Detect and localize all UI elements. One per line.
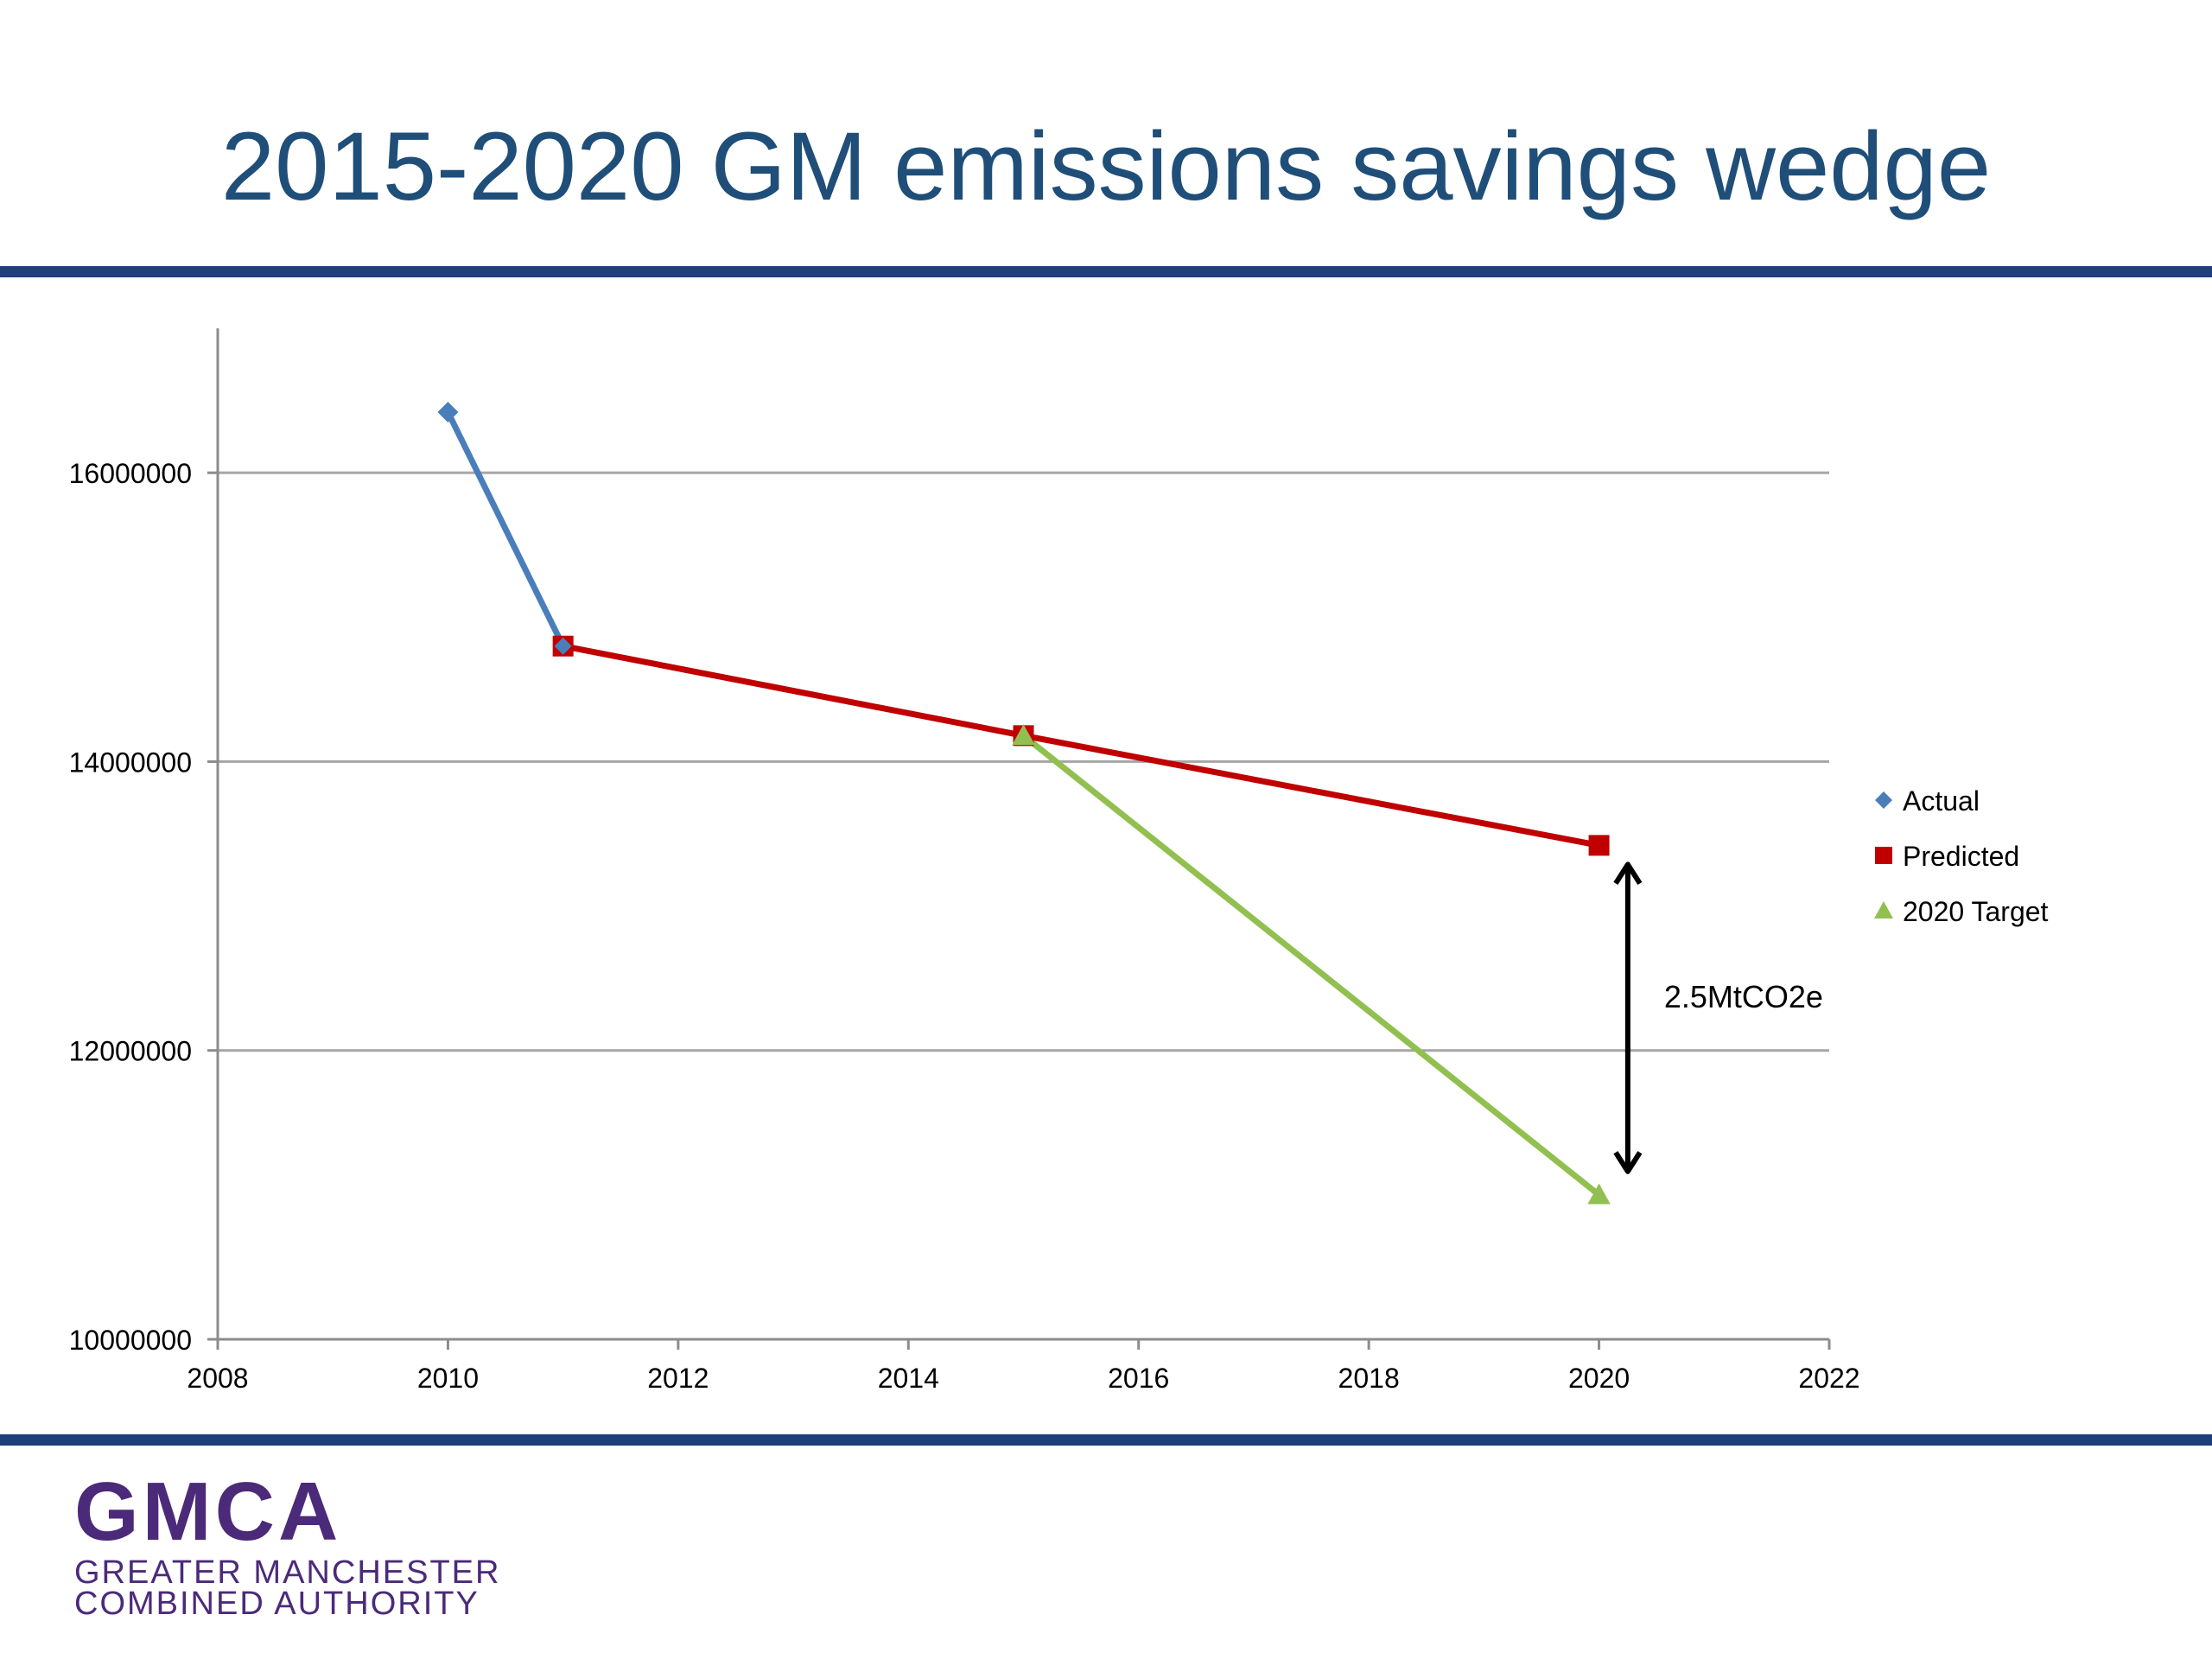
legend-label-2020-target: 2020 Target	[1903, 896, 2049, 927]
point-predicted	[1588, 835, 1610, 856]
x-tick-label: 2022	[1798, 1363, 1859, 1394]
savings-annotation-label: 2.5MtCO2e	[1664, 979, 1823, 1014]
point-2020-target	[1587, 1183, 1611, 1205]
legend-marker-2020-target	[1874, 901, 1893, 918]
legend-label-actual: Actual	[1903, 785, 1980, 817]
x-tick-label: 2016	[1108, 1363, 1169, 1394]
point-actual	[554, 637, 572, 655]
logo-wordmark: GMCA	[74, 1465, 342, 1558]
series-line-actual	[445, 410, 566, 648]
series-line-predicted	[562, 643, 1600, 849]
legend-marker-actual	[1875, 791, 1892, 809]
legend-marker-predicted	[1875, 847, 1892, 864]
legend-label-predicted: Predicted	[1903, 841, 2019, 872]
top-divider	[0, 266, 2212, 277]
x-tick-label: 2018	[1338, 1363, 1400, 1394]
y-tick-label: 12000000	[69, 1036, 192, 1067]
x-tick-label: 2020	[1568, 1363, 1630, 1394]
point-actual	[437, 401, 459, 423]
emissions-line-chart: 10000000 12000000 14000000 16000000 2008 2010…	[69, 328, 2049, 1394]
gmca-logo: GMCA GREATER MANCHESTER COMBINED AUTHORI…	[74, 1469, 610, 1624]
y-tick-label: 10000000	[69, 1325, 192, 1356]
point-2020-target	[1012, 724, 1035, 746]
savings-arrow-head-bottom	[1613, 1151, 1643, 1174]
y-tick-label: 14000000	[69, 747, 192, 778]
slide-title: 2015-2020 GM emissions savings wedge	[220, 112, 1992, 220]
logo-line-2: COMBINED AUTHORITY	[74, 1586, 480, 1622]
savings-arrow-head-top	[1613, 861, 1643, 886]
x-tick-label: 2008	[187, 1363, 248, 1394]
bottom-divider	[0, 1434, 2212, 1446]
y-tick-label: 16000000	[69, 458, 192, 489]
x-tick-label: 2014	[878, 1363, 939, 1394]
logo-line-1: GREATER MANCHESTER	[74, 1554, 501, 1591]
x-tick-label: 2010	[417, 1363, 479, 1394]
x-tick-label: 2012	[647, 1363, 709, 1394]
series-line-2020-target	[1021, 733, 1601, 1198]
